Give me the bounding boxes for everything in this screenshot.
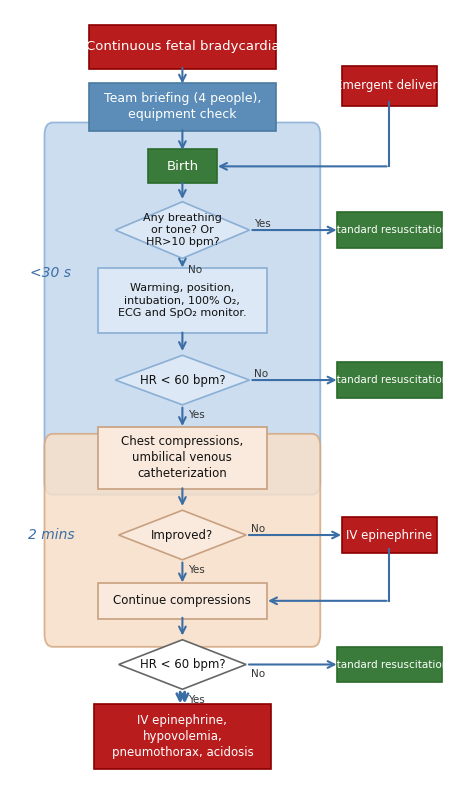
Text: <30 s: <30 s xyxy=(30,266,71,280)
FancyBboxPatch shape xyxy=(45,123,320,495)
Text: 2 mins: 2 mins xyxy=(27,528,74,542)
Text: Team briefing (4 people),
equipment check: Team briefing (4 people), equipment chec… xyxy=(104,92,261,121)
Text: No: No xyxy=(188,265,202,275)
Text: Yes: Yes xyxy=(254,220,271,229)
Text: Yes: Yes xyxy=(188,411,205,420)
Text: Improved?: Improved? xyxy=(151,529,213,541)
Text: Birth: Birth xyxy=(166,160,199,173)
FancyBboxPatch shape xyxy=(45,434,320,647)
FancyBboxPatch shape xyxy=(148,150,217,183)
FancyBboxPatch shape xyxy=(89,25,276,68)
Text: No: No xyxy=(254,369,268,379)
Text: Chest compressions,
umbilical venous
catheterization: Chest compressions, umbilical venous cat… xyxy=(121,435,244,480)
Text: Continue compressions: Continue compressions xyxy=(113,594,251,608)
Polygon shape xyxy=(118,510,246,560)
Text: Continuous fetal bradycardia: Continuous fetal bradycardia xyxy=(86,40,279,54)
Polygon shape xyxy=(118,640,246,689)
FancyBboxPatch shape xyxy=(94,704,271,769)
FancyBboxPatch shape xyxy=(337,362,442,397)
Text: Yes: Yes xyxy=(188,565,205,575)
Text: Standard resuscitation: Standard resuscitation xyxy=(330,660,448,670)
Text: Warming, position,
intubation, 100% O₂,
ECG and SpO₂ monitor.: Warming, position, intubation, 100% O₂, … xyxy=(118,283,246,318)
Text: No: No xyxy=(251,524,265,534)
Text: IV epinephrine,
hypovolemia,
pneumothorax, acidosis: IV epinephrine, hypovolemia, pneumothora… xyxy=(111,714,253,759)
Polygon shape xyxy=(115,355,249,405)
FancyBboxPatch shape xyxy=(98,583,266,619)
FancyBboxPatch shape xyxy=(337,647,442,682)
FancyBboxPatch shape xyxy=(342,517,437,552)
Polygon shape xyxy=(115,201,249,258)
FancyBboxPatch shape xyxy=(337,212,442,248)
Text: HR < 60 bpm?: HR < 60 bpm? xyxy=(139,658,225,671)
Text: IV epinephrine: IV epinephrine xyxy=(346,529,432,541)
Text: HR < 60 bpm?: HR < 60 bpm? xyxy=(139,374,225,386)
FancyBboxPatch shape xyxy=(98,427,266,489)
FancyBboxPatch shape xyxy=(342,66,437,105)
FancyBboxPatch shape xyxy=(98,268,266,334)
FancyBboxPatch shape xyxy=(89,83,276,131)
Text: Standard resuscitation: Standard resuscitation xyxy=(330,225,448,235)
Text: Standard resuscitation: Standard resuscitation xyxy=(330,375,448,385)
Text: Yes: Yes xyxy=(188,695,205,705)
Text: Emergent delivery: Emergent delivery xyxy=(335,79,444,92)
Text: No: No xyxy=(251,669,265,678)
Text: Any breathing
or tone? Or
HR>10 bpm?: Any breathing or tone? Or HR>10 bpm? xyxy=(143,212,222,247)
